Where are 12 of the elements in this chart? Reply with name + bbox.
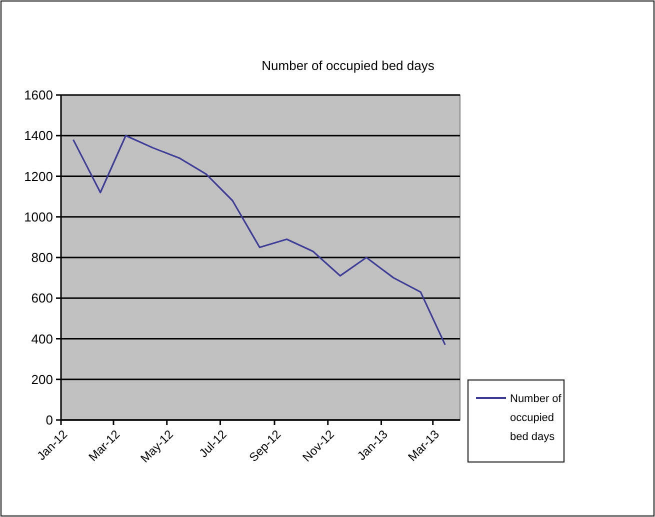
y-tick-label: 1600: [24, 88, 53, 103]
y-tick-label: 1000: [24, 209, 53, 224]
y-tick-label: 400: [31, 331, 53, 346]
y-tick-label: 1400: [24, 128, 53, 144]
y-tick-label: 0: [46, 412, 53, 428]
legend-label: Number of occupied bed days: [510, 393, 562, 443]
line-series: [72, 134, 446, 346]
y-tick-label: 800: [31, 250, 53, 266]
y-tick-label: 600: [31, 290, 53, 306]
y-tick-label: 200: [31, 372, 53, 387]
y-tick-label: 1200: [24, 168, 53, 184]
chart-title: Number of occupied bed days: [262, 58, 435, 73]
